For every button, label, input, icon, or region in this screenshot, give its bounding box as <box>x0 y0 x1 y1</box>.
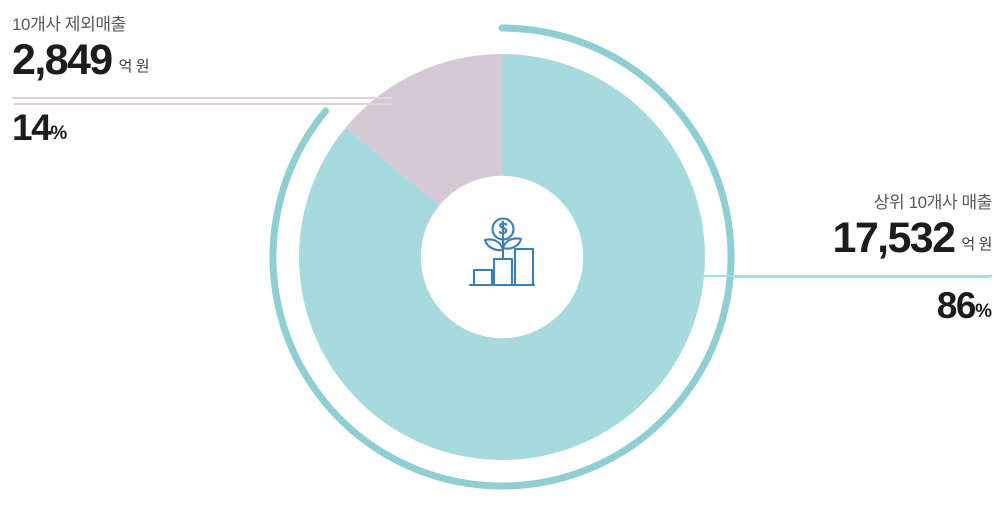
callout-left-value-row: 2,849 억 원 <box>12 37 392 93</box>
leader-line-right <box>733 276 990 278</box>
callout-left-percent: 14 <box>12 107 52 148</box>
callout-right-unit: 억 원 <box>961 236 992 253</box>
callout-right-percent-sign: % <box>975 301 992 322</box>
callout-left-divider <box>12 97 392 99</box>
callout-right-percent: 86 <box>936 285 977 326</box>
callout-excluding-top10: 10개사 제외매출 2,849 억 원 14 % <box>12 14 392 155</box>
icon-bar-small <box>472 268 494 287</box>
icon-bar-medium <box>492 257 514 287</box>
callout-left-value: 2,849 <box>12 36 113 84</box>
icon-leaf-left <box>483 238 505 252</box>
money-plant-growth-icon <box>468 217 536 287</box>
callout-right-value: 17,532 <box>832 214 957 262</box>
icon-bar-large <box>513 247 535 287</box>
callout-right-title: 상위 10개사 매출 <box>873 193 993 212</box>
leader-line-left <box>14 103 392 105</box>
callout-left-title: 10개사 제외매출 <box>12 15 126 34</box>
outer-ring-arc <box>269 24 735 490</box>
callout-left-percent-sign: % <box>50 123 68 144</box>
callout-left-unit: 억 원 <box>118 58 150 75</box>
icon-leaf-right <box>501 237 523 250</box>
callout-right-divider <box>612 275 992 277</box>
callout-right-value-row: 17,532 억 원 <box>612 214 993 271</box>
icon-coin <box>491 217 515 241</box>
callout-left-percent-row: 14 % <box>12 108 392 155</box>
callout-right-percent-row: 86 % <box>612 286 992 333</box>
callout-top10: 상위 10개사 매출 17,532 억 원 86 % <box>612 192 992 333</box>
